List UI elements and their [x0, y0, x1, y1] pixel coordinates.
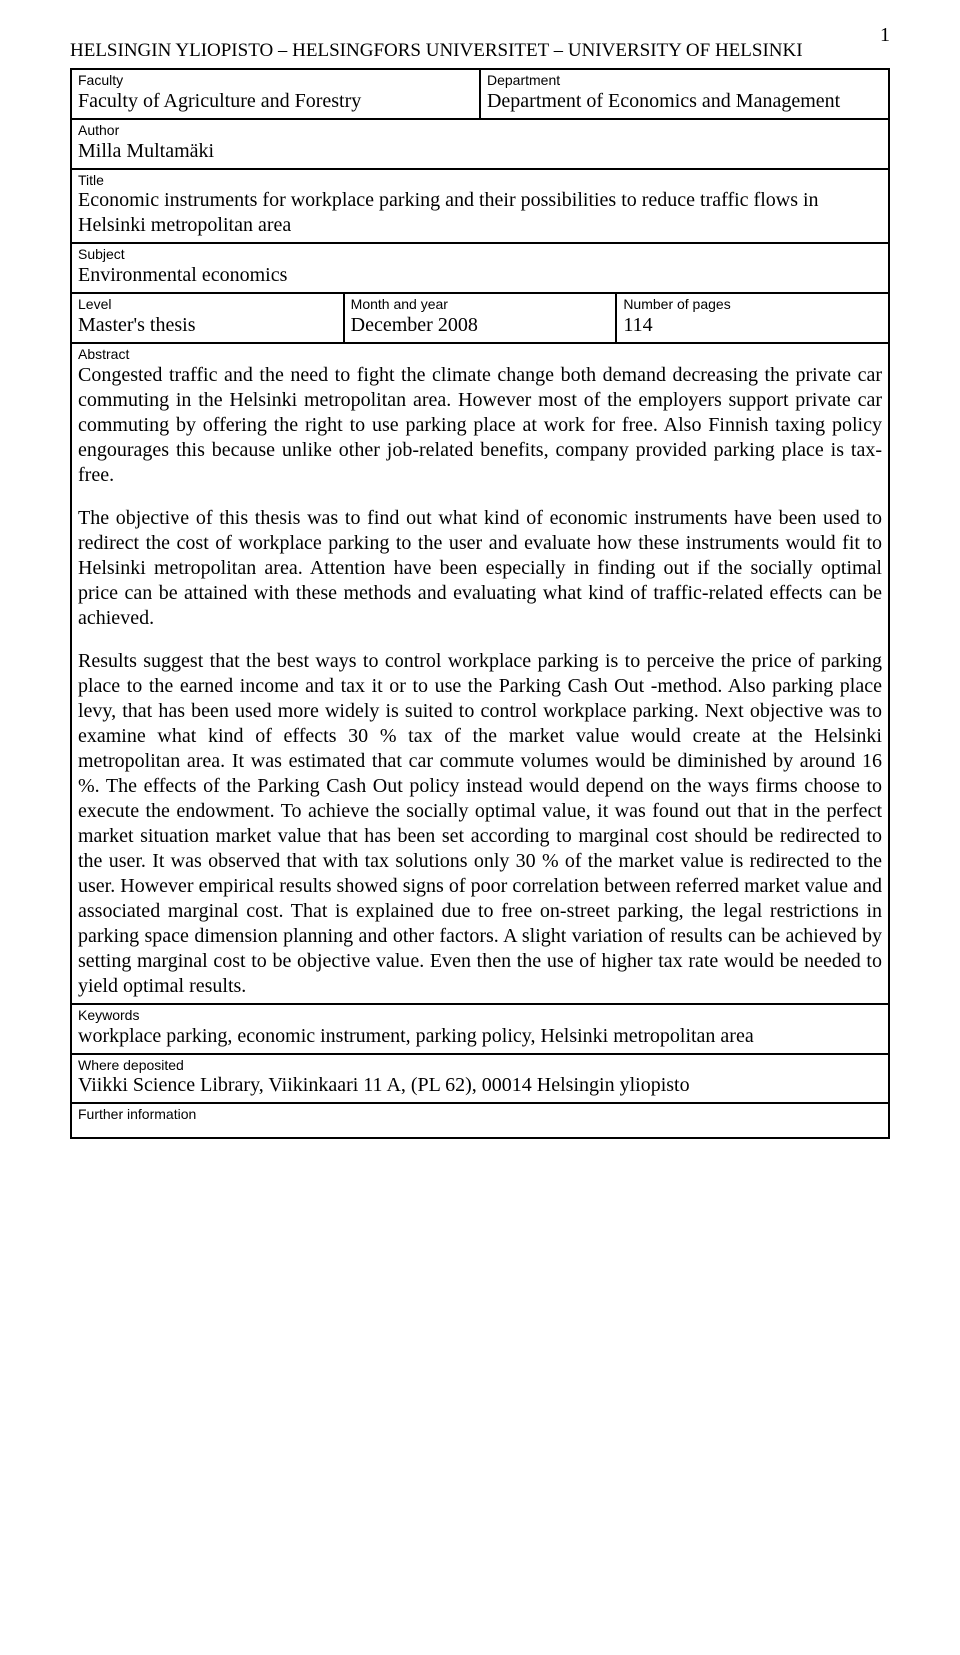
month-year-value: December 2008: [351, 313, 610, 338]
title-cell: Title Economic instruments for workplace…: [71, 169, 889, 244]
month-year-cell: Month and year December 2008: [344, 293, 617, 343]
subject-label: Subject: [78, 246, 882, 263]
further-label: Further information: [78, 1106, 882, 1123]
level-value: Master's thesis: [78, 313, 337, 338]
faculty-label: Faculty: [78, 72, 473, 89]
abstract-p3: Results suggest that the best ways to co…: [78, 649, 882, 999]
department-value: Department of Economics and Management: [487, 89, 882, 114]
level-cell: Level Master's thesis: [71, 293, 344, 343]
title-label: Title: [78, 172, 882, 189]
abstract-p2: The objective of this thesis was to find…: [78, 506, 882, 631]
subject-value: Environmental economics: [78, 263, 882, 288]
page: 1 HELSINGIN YLIOPISTO ⎯ HELSINGFORS UNIV…: [0, 0, 960, 1179]
faculty-value: Faculty of Agriculture and Forestry: [78, 89, 473, 114]
author-label: Author: [78, 122, 882, 139]
abstract-body: Congested traffic and the need to fight …: [78, 363, 882, 999]
further-cell: Further information: [71, 1103, 889, 1138]
institution-header: HELSINGIN YLIOPISTO ⎯ HELSINGFORS UNIVER…: [70, 40, 890, 62]
deposited-value: Viikki Science Library, Viikinkaari 11 A…: [78, 1073, 882, 1098]
department-cell: Department Department of Economics and M…: [480, 69, 889, 119]
subject-cell: Subject Environmental economics: [71, 243, 889, 293]
keywords-cell: Keywords workplace parking, economic ins…: [71, 1004, 889, 1054]
pages-cell: Number of pages 114: [616, 293, 889, 343]
metadata-table: Faculty Faculty of Agriculture and Fores…: [70, 68, 890, 1139]
faculty-cell: Faculty Faculty of Agriculture and Fores…: [71, 69, 480, 119]
author-value: Milla Multamäki: [78, 139, 882, 164]
abstract-label: Abstract: [78, 346, 882, 363]
department-label: Department: [487, 72, 882, 89]
month-year-label: Month and year: [351, 296, 610, 313]
author-cell: Author Milla Multamäki: [71, 119, 889, 169]
level-label: Level: [78, 296, 337, 313]
title-value: Economic instruments for workplace parki…: [78, 188, 882, 238]
abstract-cell: Abstract Congested traffic and the need …: [71, 343, 889, 1004]
deposited-label: Where deposited: [78, 1057, 882, 1074]
keywords-value: workplace parking, economic instrument, …: [78, 1024, 882, 1049]
deposited-cell: Where deposited Viikki Science Library, …: [71, 1054, 889, 1104]
page-number: 1: [880, 24, 890, 47]
pages-label: Number of pages: [623, 296, 882, 313]
abstract-p1: Congested traffic and the need to fight …: [78, 363, 882, 488]
pages-value: 114: [623, 313, 882, 338]
keywords-label: Keywords: [78, 1007, 882, 1024]
